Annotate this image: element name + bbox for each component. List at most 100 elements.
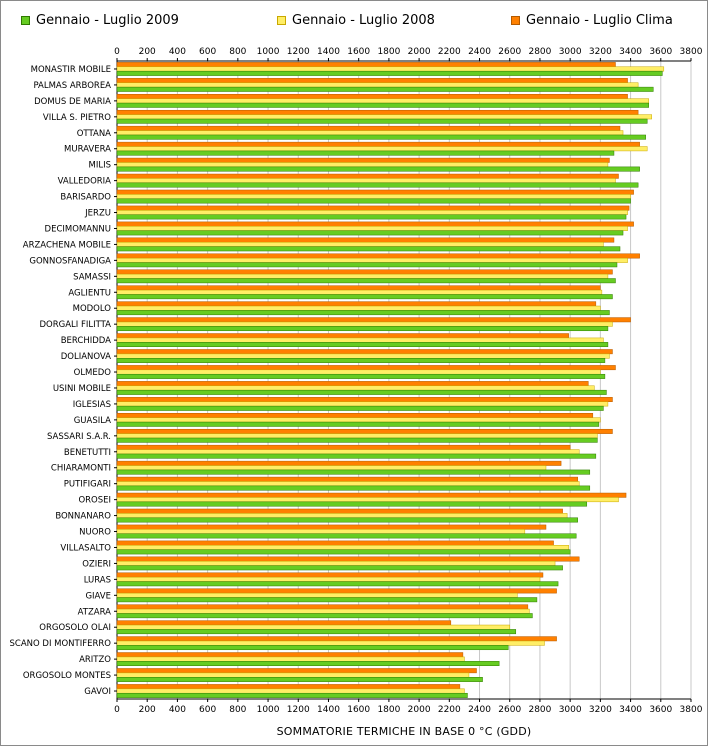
bar-clima [116,397,613,402]
category-label: MURAVERA [64,145,111,155]
bar-2008 [116,146,648,152]
category-label: BENETUTTI [64,448,111,458]
bar-clima [116,652,464,658]
bar-2009 [116,214,627,220]
bar-2009 [116,182,639,188]
bar-clima [116,141,640,147]
bar-2009 [116,629,517,635]
x-tick-label-top: 2000 [408,47,431,57]
bar-clima [116,413,594,418]
bar-clima [116,237,615,243]
category-label: GONNOSFANADIGA [29,256,111,266]
x-tick-label-top: 200 [139,47,156,57]
x-tick-label-bottom: 2400 [468,705,491,715]
bar-clima [116,588,557,594]
category-label: GIAVE [85,591,111,601]
bar-2008 [116,656,465,662]
bar-2009 [116,278,616,284]
bar-clima [116,476,578,482]
x-tick-label-bottom: 2600 [498,705,521,715]
legend-item-2009: Gennaio - Luglio 2009 [21,13,179,28]
bar-2009 [116,118,648,124]
x-tick-label-top: 3600 [649,47,672,57]
bar-2008 [116,545,569,550]
bar-2008 [116,273,609,279]
bar-2008 [116,433,598,439]
bar-2008 [116,560,556,566]
bar-2008 [116,401,609,407]
bar-clima [116,157,610,163]
bar-clima [116,125,621,131]
legend-swatch-2008 [277,16,286,25]
category-label: OROSEI [78,496,111,506]
bar-clima [116,365,616,371]
bar-2009 [116,565,563,571]
legend-label-2008: Gennaio - Luglio 2008 [292,13,435,28]
plot-area [117,61,691,699]
x-tick-label-top: 1600 [347,47,370,57]
bar-clima [116,301,597,307]
bar-2008 [116,513,568,519]
bar-2009 [116,166,640,172]
legend-item-clima: Gennaio - Luglio Clima [511,13,673,28]
bar-2009 [116,342,609,347]
category-label: ATZARA [78,607,112,617]
bar-2009 [116,70,663,76]
bar-2009 [116,501,588,507]
bar-clima [116,381,589,387]
category-label: VILLASALTO [60,543,111,553]
bar-clima [116,524,547,530]
x-tick-label-top: 1000 [257,47,280,57]
bar-2009 [116,246,621,252]
category-label: BONNANARO [55,512,111,522]
bar-2009 [116,692,468,698]
category-label: NUORO [79,528,111,538]
bar-clima [116,205,630,211]
bar-clima [116,94,628,99]
bar-2009 [116,150,615,156]
bar-clima [116,668,477,674]
category-label: SASSARI S.A.R. [47,432,111,442]
x-tick-label-bottom: 800 [229,705,246,715]
bar-clima [116,620,452,626]
category-label: ARITZO [79,655,111,665]
bar-clima [116,189,634,195]
bar-clima [116,540,554,546]
category-label: DECIMOMANNU [45,224,111,234]
bar-clima [116,604,529,610]
category-label: CHIARAMONTI [51,464,111,474]
category-label: VILLA S. PIETRO [43,113,111,123]
bar-2009 [116,661,500,666]
category-label: OTTANA [77,129,111,139]
x-tick-label-bottom: 200 [139,705,156,715]
x-tick-label-bottom: 1400 [317,705,340,715]
x-tick-label-bottom: 3400 [619,705,642,715]
x-tick-label-top: 3400 [619,47,642,57]
bar-2008 [116,353,610,359]
bar-clima [116,572,544,578]
bar-2009 [116,549,571,555]
x-tick-label-bottom: 3200 [589,705,612,715]
bar-2008 [116,66,665,72]
bar-2009 [116,453,597,459]
category-label: BARISARDO [60,193,111,203]
bar-2009 [116,134,646,140]
x-tick-label-top: 600 [199,47,216,57]
legend-label-2009: Gennaio - Luglio 2009 [36,13,179,28]
legend-label-clima: Gennaio - Luglio Clima [526,13,673,28]
category-label: DOMUS DE MARIA [34,97,111,107]
category-label: VALLEDORIA [58,177,112,187]
x-tick-label-top: 3200 [589,47,612,57]
bar-clima [116,508,563,514]
bar-clima [116,221,634,227]
x-tick-label-bottom: 3600 [649,705,672,715]
bar-clima [116,349,613,355]
category-label: DOLIANOVA [61,352,111,362]
bar-2009 [116,373,606,379]
category-label: GAVOI [84,687,111,697]
bar-2009 [116,262,618,268]
x-tick-label-top: 1400 [317,47,340,57]
x-tick-label-bottom: 1600 [347,705,370,715]
